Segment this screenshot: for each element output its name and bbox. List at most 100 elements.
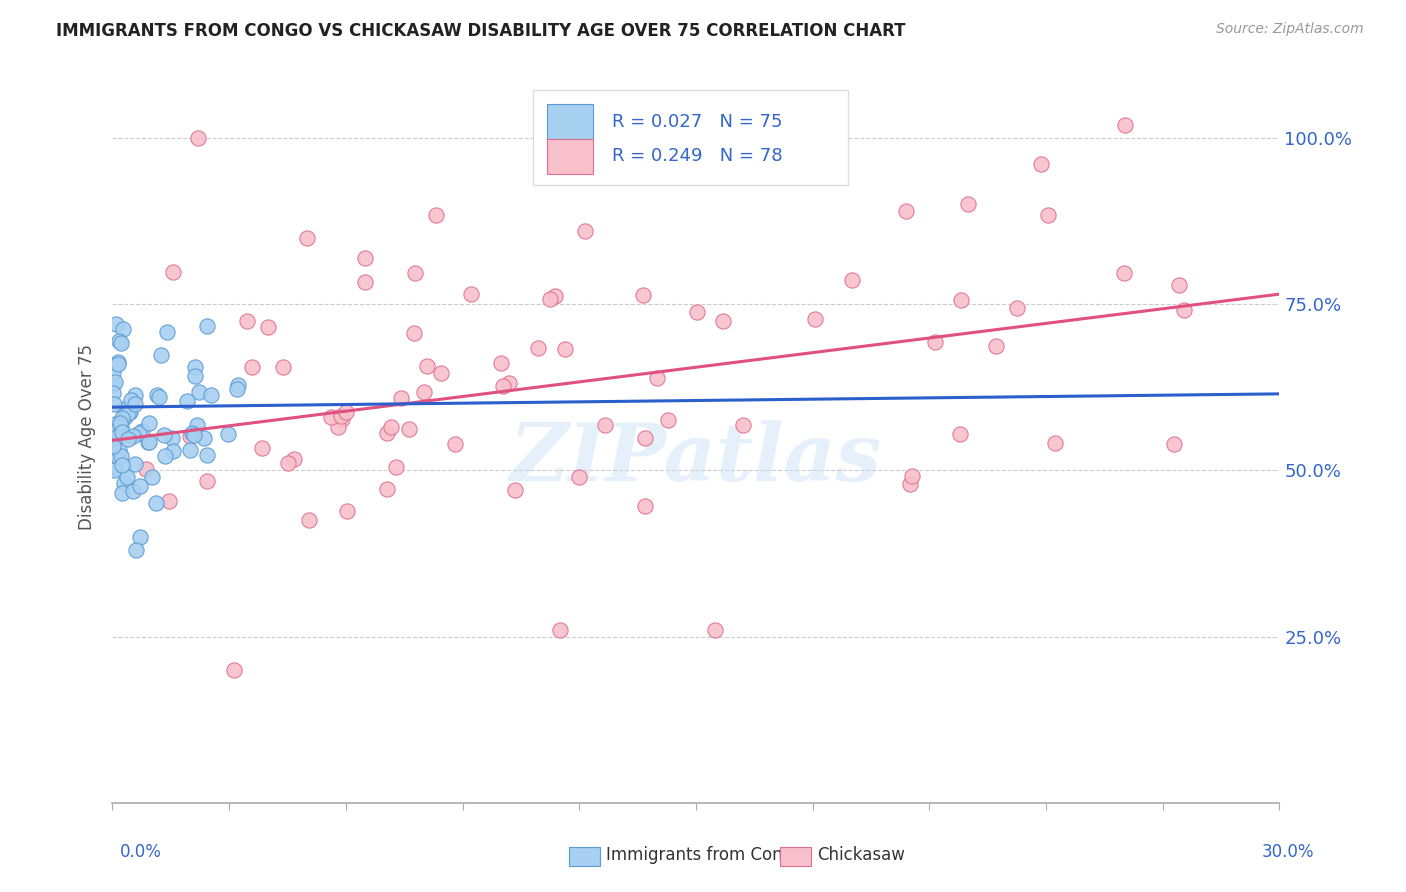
Point — [425, 208, 447, 222]
Point — [416, 359, 439, 373]
Point — [179, 443, 201, 458]
Point — [117, 432, 139, 446]
Point — [187, 131, 209, 145]
Point — [125, 543, 148, 558]
Point — [217, 427, 239, 442]
Text: R = 0.027   N = 75: R = 0.027 N = 75 — [612, 112, 783, 131]
Point — [498, 376, 520, 390]
Point — [184, 359, 207, 374]
Point — [250, 441, 273, 455]
Point — [1168, 278, 1191, 293]
Point — [186, 418, 208, 433]
Point — [101, 365, 124, 379]
Point — [184, 369, 207, 384]
FancyBboxPatch shape — [533, 90, 848, 185]
Point — [277, 456, 299, 470]
Point — [107, 358, 129, 372]
Point — [1163, 437, 1185, 451]
Point — [124, 457, 146, 471]
Point — [195, 448, 218, 462]
Point — [1005, 301, 1028, 315]
Point — [544, 289, 567, 303]
Point — [1114, 118, 1136, 132]
Point — [101, 438, 124, 452]
Point — [112, 475, 135, 490]
Point — [107, 450, 129, 464]
Point — [111, 411, 134, 425]
Point — [984, 338, 1007, 352]
Point — [141, 469, 163, 483]
Point — [1043, 436, 1066, 450]
Point — [402, 326, 425, 340]
Point — [240, 359, 263, 374]
Point — [111, 425, 134, 440]
Point — [128, 530, 150, 544]
Point — [145, 496, 167, 510]
Point — [568, 470, 591, 484]
Point — [804, 311, 827, 326]
Point — [110, 419, 132, 434]
Point — [104, 417, 127, 432]
Point — [200, 388, 222, 402]
Point — [503, 483, 526, 497]
Point — [105, 317, 128, 331]
Point — [128, 425, 150, 440]
Point — [195, 319, 218, 334]
Text: 0.0%: 0.0% — [120, 843, 162, 861]
Point — [110, 335, 132, 350]
Point — [193, 431, 215, 445]
Point — [104, 375, 127, 389]
Point — [135, 461, 157, 475]
Text: IMMIGRANTS FROM CONGO VS CHICKASAW DISABILITY AGE OVER 75 CORRELATION CHART: IMMIGRANTS FROM CONGO VS CHICKASAW DISAB… — [56, 22, 905, 40]
Point — [138, 416, 160, 430]
Point — [711, 313, 734, 327]
Point — [384, 460, 406, 475]
Point — [107, 422, 129, 436]
Text: Immigrants from Congo: Immigrants from Congo — [606, 847, 803, 864]
Point — [150, 348, 173, 362]
Point — [195, 474, 218, 488]
Point — [118, 404, 141, 418]
Point — [404, 266, 426, 280]
Point — [574, 224, 596, 238]
Point — [354, 251, 377, 265]
Point — [328, 420, 350, 434]
Point — [686, 304, 709, 318]
Point — [492, 378, 515, 392]
Point — [335, 405, 357, 419]
Point — [631, 288, 654, 302]
Point — [115, 469, 138, 483]
Point — [704, 623, 727, 637]
Point — [375, 483, 398, 497]
Point — [148, 390, 170, 404]
Point — [114, 409, 136, 424]
Point — [101, 439, 124, 453]
Point — [222, 663, 245, 677]
Point — [645, 371, 668, 385]
Point — [111, 322, 134, 336]
Point — [226, 382, 249, 396]
Point — [950, 293, 973, 307]
Point — [657, 413, 679, 427]
Point — [336, 503, 359, 517]
Point — [111, 486, 134, 500]
Point — [110, 429, 132, 443]
Point — [117, 406, 139, 420]
Point — [273, 360, 295, 375]
Point — [110, 449, 132, 463]
Point — [538, 292, 561, 306]
Point — [146, 388, 169, 402]
Point — [957, 196, 980, 211]
Point — [120, 393, 142, 408]
Point — [107, 355, 129, 369]
Point — [949, 427, 972, 442]
Point — [898, 476, 921, 491]
Point — [593, 417, 616, 432]
Point — [103, 396, 125, 410]
Point — [101, 376, 124, 391]
Point — [124, 388, 146, 402]
Point — [295, 230, 318, 244]
Point — [380, 419, 402, 434]
Point — [389, 391, 412, 405]
Point — [554, 343, 576, 357]
